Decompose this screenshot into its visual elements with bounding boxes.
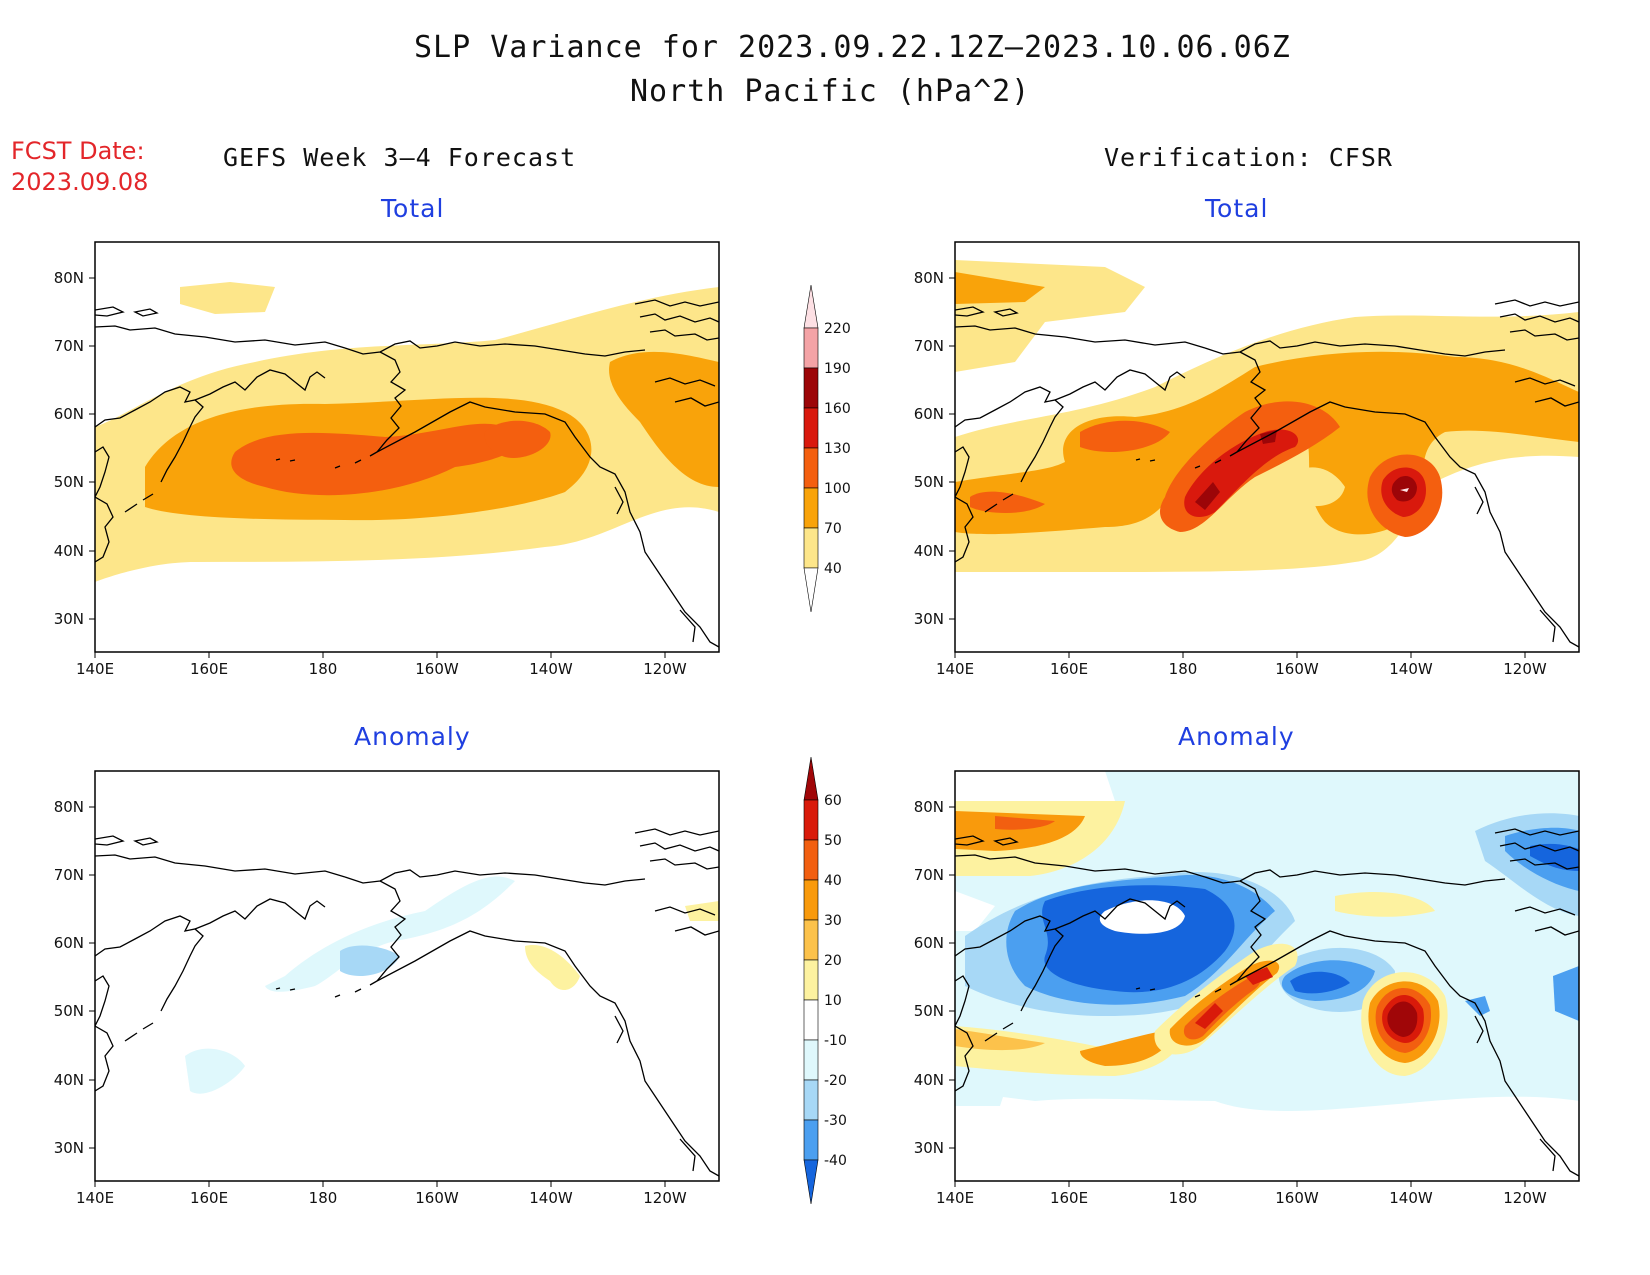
- cb-anom-neg30: -30: [824, 1113, 847, 1129]
- cb-anom-10: 10: [824, 993, 842, 1009]
- tr-lon-120w: 120W: [1503, 660, 1547, 678]
- cb-total-220: 220: [824, 321, 851, 337]
- cb-anom-30: 30: [824, 913, 842, 929]
- cb-anom-50: 50: [824, 833, 842, 849]
- tr-lat-80: 80N: [914, 269, 944, 287]
- tr-lon-140w: 140W: [1389, 660, 1433, 678]
- br-lat-40: 40N: [914, 1071, 944, 1089]
- tr-lon-160w: 160W: [1275, 660, 1319, 678]
- bl-lon-160w: 160W: [415, 1189, 459, 1207]
- cb-anom-20: 20: [824, 953, 842, 969]
- bl-lat-50: 50N: [54, 1002, 84, 1020]
- cb-anom-neg40: -40: [824, 1153, 847, 1169]
- cb-total-40: 40: [824, 561, 842, 577]
- br-lat-30: 30N: [914, 1139, 944, 1157]
- br-lon-140w: 140W: [1389, 1189, 1433, 1207]
- cb-total-100: 100: [824, 481, 851, 497]
- tl-lon-180: 180: [309, 660, 338, 678]
- br-lat-70: 70N: [914, 866, 944, 884]
- tl-lat-70: 70N: [54, 337, 84, 355]
- tl-lat-50: 50N: [54, 473, 84, 491]
- panel-title-top-right: Total: [1205, 194, 1269, 223]
- tr-lat-40: 40N: [914, 542, 944, 560]
- tl-lon-140e: 140E: [76, 660, 114, 678]
- br-lon-140e: 140E: [936, 1189, 974, 1207]
- right-column-heading: Verification: CFSR: [1104, 143, 1393, 172]
- panel-title-top-left: Total: [381, 194, 445, 223]
- tl-lat-80: 80N: [54, 269, 84, 287]
- tl-lon-160e: 160E: [190, 660, 228, 678]
- cb-anom-40: 40: [824, 873, 842, 889]
- colorbar-anomaly-top-arrow: [803, 756, 819, 801]
- br-lon-160e: 160E: [1050, 1189, 1088, 1207]
- bl-lat-80: 80N: [54, 798, 84, 816]
- br-lon-160w: 160W: [1275, 1189, 1319, 1207]
- panel-title-bottom-right: Anomaly: [1178, 722, 1295, 751]
- tr-lon-180: 180: [1169, 660, 1198, 678]
- bl-lat-30: 30N: [54, 1139, 84, 1157]
- tl-lat-40: 40N: [54, 542, 84, 560]
- bl-lon-120w: 120W: [643, 1189, 687, 1207]
- tl-lat-30: 30N: [54, 610, 84, 628]
- left-column-heading: GEFS Week 3–4 Forecast: [223, 143, 577, 172]
- br-lat-50: 50N: [914, 1002, 944, 1020]
- tl-lon-120w: 120W: [643, 660, 687, 678]
- cb-total-160: 160: [824, 401, 851, 417]
- main-subtitle: North Pacific (hPa^2): [630, 74, 1031, 109]
- cb-anom-60: 60: [824, 793, 842, 809]
- colorbar-total-bottom-arrow: [803, 567, 819, 613]
- colorbar-anomaly-bottom-arrow: [803, 1159, 819, 1205]
- br-lon-180: 180: [1169, 1189, 1198, 1207]
- panel-title-bottom-left: Anomaly: [354, 722, 471, 751]
- bl-lon-160e: 160E: [190, 1189, 228, 1207]
- cb-anom-neg10: -10: [824, 1033, 847, 1049]
- tl-lon-160w: 160W: [415, 660, 459, 678]
- br-lat-60: 60N: [914, 934, 944, 952]
- cb-total-70: 70: [824, 521, 842, 537]
- tr-lon-140e: 140E: [936, 660, 974, 678]
- colorbar-total-top-arrow: [803, 284, 819, 329]
- cb-total-190: 190: [824, 361, 851, 377]
- bl-lon-140w: 140W: [529, 1189, 573, 1207]
- fcst-date-value: 2023.09.08: [11, 168, 149, 196]
- br-lon-120w: 120W: [1503, 1189, 1547, 1207]
- br-lat-80: 80N: [914, 798, 944, 816]
- bl-lat-60: 60N: [54, 934, 84, 952]
- tr-lat-50: 50N: [914, 473, 944, 491]
- cb-total-130: 130: [824, 441, 851, 457]
- tr-lat-60: 60N: [914, 405, 944, 423]
- bl-lat-70: 70N: [54, 866, 84, 884]
- tr-lon-160e: 160E: [1050, 660, 1088, 678]
- bl-lon-180: 180: [309, 1189, 338, 1207]
- tl-lat-60: 60N: [54, 405, 84, 423]
- fcst-date-label: FCST Date:: [11, 137, 145, 165]
- bl-lon-140e: 140E: [76, 1189, 114, 1207]
- tr-lat-30: 30N: [914, 610, 944, 628]
- bl-lat-40: 40N: [54, 1071, 84, 1089]
- tr-lat-70: 70N: [914, 337, 944, 355]
- main-title: SLP Variance for 2023.09.22.12Z–2023.10.…: [414, 30, 1291, 65]
- tl-lon-140w: 140W: [529, 660, 573, 678]
- cb-anom-neg20: -20: [824, 1073, 847, 1089]
